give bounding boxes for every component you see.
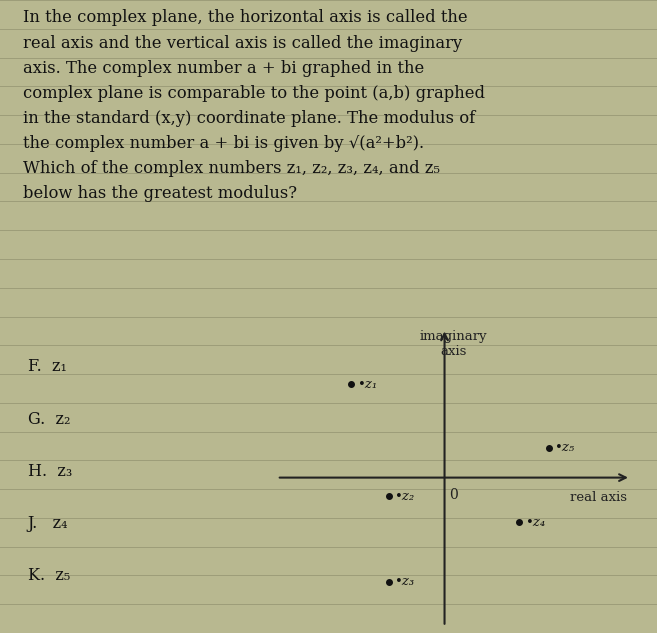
Text: imaginary
axis: imaginary axis [420, 330, 487, 358]
Text: F.  z₁: F. z₁ [28, 358, 66, 375]
Text: •z₁: •z₁ [357, 378, 377, 391]
Text: In the complex plane, the horizontal axis is called the
real axis and the vertic: In the complex plane, the horizontal axi… [23, 9, 485, 202]
Text: •z₂: •z₂ [394, 490, 415, 503]
Text: H.  z₃: H. z₃ [28, 463, 72, 480]
Text: real axis: real axis [570, 491, 627, 504]
Text: •z₃: •z₃ [394, 575, 415, 589]
Text: G.  z₂: G. z₂ [28, 411, 70, 427]
Text: •z₄: •z₄ [525, 516, 545, 529]
Text: J.   z₄: J. z₄ [28, 515, 68, 532]
Text: K.  z₅: K. z₅ [28, 567, 70, 584]
Text: 0: 0 [449, 488, 458, 502]
Text: •z₅: •z₅ [555, 441, 575, 454]
